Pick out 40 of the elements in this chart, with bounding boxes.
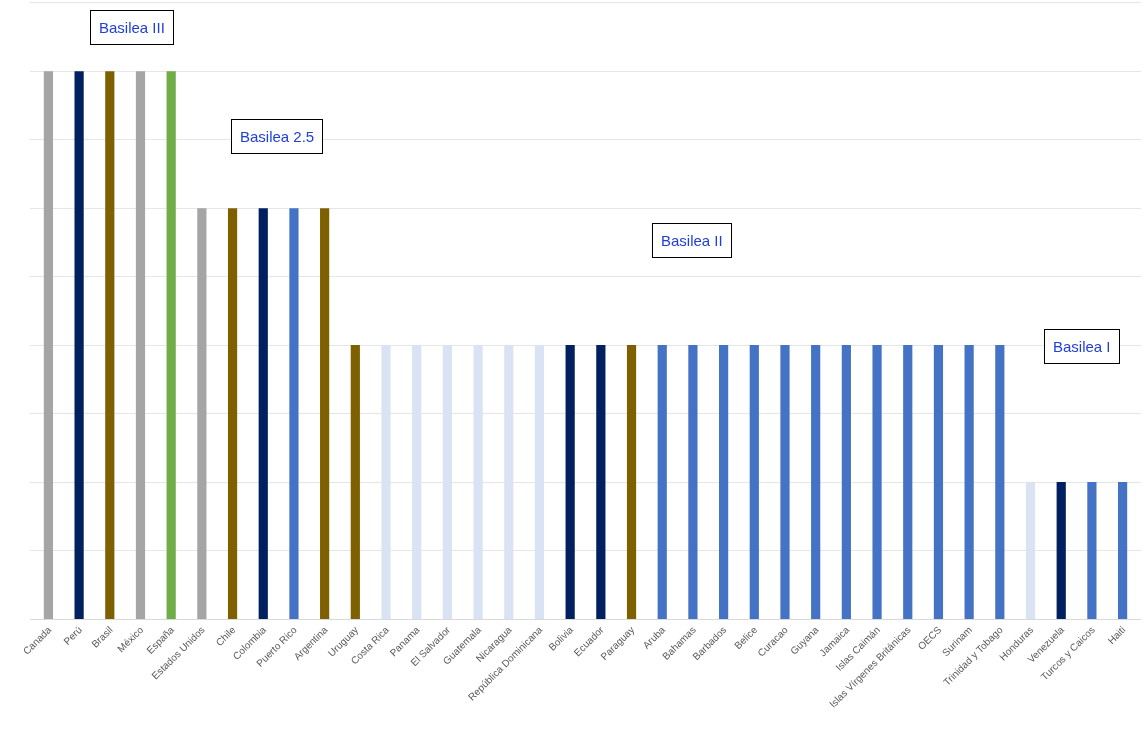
bar — [933, 345, 944, 619]
bar — [350, 345, 360, 619]
bar — [1025, 482, 1036, 619]
bar — [626, 345, 637, 619]
bar — [442, 345, 452, 619]
bar — [166, 71, 176, 619]
bar — [811, 345, 821, 619]
bar — [412, 345, 422, 619]
bar — [135, 71, 146, 619]
bar — [749, 345, 759, 619]
bar — [780, 345, 790, 619]
text: Basilea III — [99, 19, 165, 36]
bar — [841, 345, 851, 619]
bar — [197, 208, 207, 619]
bar — [289, 208, 299, 619]
bar — [43, 71, 54, 619]
bar — [688, 345, 698, 619]
annotation: Basilea II — [661, 232, 723, 249]
bar — [473, 345, 483, 619]
bar — [995, 345, 1005, 619]
bar — [903, 345, 913, 619]
bar — [504, 345, 514, 619]
bar — [74, 71, 84, 619]
bar — [565, 345, 575, 619]
bar — [381, 345, 391, 619]
bar — [1117, 482, 1128, 619]
bar — [227, 208, 238, 619]
bar — [596, 345, 606, 619]
bar — [534, 345, 545, 619]
bar — [719, 345, 729, 619]
bar — [872, 345, 882, 619]
bar — [657, 345, 667, 619]
annotation: Basilea 2.5 — [240, 128, 315, 145]
bar — [964, 345, 974, 619]
annotation: Basilea I — [1053, 338, 1111, 355]
bar — [105, 71, 115, 619]
bar — [1056, 482, 1066, 619]
bar — [258, 208, 268, 619]
bar — [320, 208, 330, 619]
bar — [1087, 482, 1097, 619]
